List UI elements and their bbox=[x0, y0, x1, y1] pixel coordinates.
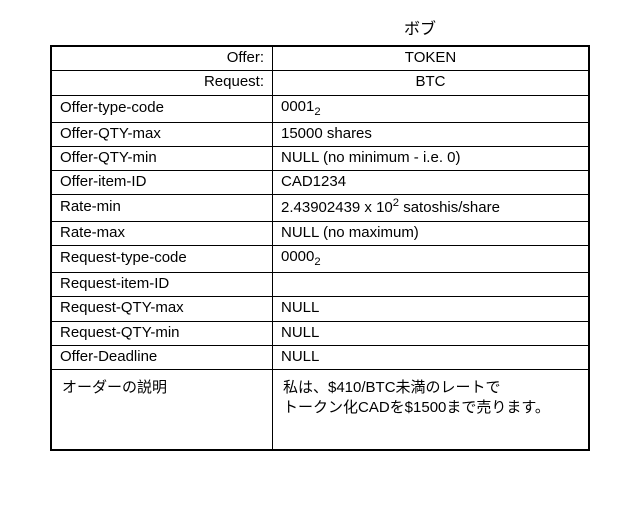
row-value: NULL bbox=[273, 297, 590, 321]
row-value bbox=[273, 273, 590, 297]
row-value: 00012 bbox=[273, 95, 590, 122]
row-label: Rate-min bbox=[51, 195, 273, 221]
row-value: NULL (no maximum) bbox=[273, 221, 590, 245]
row-label: Request-QTY-max bbox=[51, 297, 273, 321]
table-row: Request-QTY-minNULL bbox=[51, 321, 589, 345]
row-label: Offer-item-ID bbox=[51, 171, 273, 195]
table-row: Offer-type-code00012 bbox=[51, 95, 589, 122]
table-row: Rate-min2.43902439 x 102 satoshis/share bbox=[51, 195, 589, 221]
row-value: 2.43902439 x 102 satoshis/share bbox=[273, 195, 590, 221]
table-row: Offer-item-IDCAD1234 bbox=[51, 171, 589, 195]
table-row: Request:BTC bbox=[51, 71, 589, 95]
table-row: Offer-DeadlineNULL bbox=[51, 345, 589, 369]
page-title: ボブ bbox=[240, 15, 600, 39]
order-table-body: Offer:TOKENRequest:BTCOffer-type-code000… bbox=[51, 46, 589, 450]
table-row: Offer:TOKEN bbox=[51, 46, 589, 71]
row-label: Offer-type-code bbox=[51, 95, 273, 122]
table-row: Request-type-code00002 bbox=[51, 245, 589, 272]
row-label: Offer-QTY-max bbox=[51, 122, 273, 146]
table-row: Request-item-ID bbox=[51, 273, 589, 297]
row-value: NULL bbox=[273, 321, 590, 345]
row-label: Request-type-code bbox=[51, 245, 273, 272]
row-value: TOKEN bbox=[273, 46, 590, 71]
table-row: Request-QTY-maxNULL bbox=[51, 297, 589, 321]
row-value: 00002 bbox=[273, 245, 590, 272]
description-label: オーダーの説明 bbox=[51, 370, 273, 450]
row-value: NULL (no minimum - i.e. 0) bbox=[273, 146, 590, 170]
row-label: Offer: bbox=[51, 46, 273, 71]
row-value: 15000 shares bbox=[273, 122, 590, 146]
row-value: BTC bbox=[273, 71, 590, 95]
row-label: Rate-max bbox=[51, 221, 273, 245]
table-row: Offer-QTY-minNULL (no minimum - i.e. 0) bbox=[51, 146, 589, 170]
row-value: NULL bbox=[273, 345, 590, 369]
description-value: 私は、$410/BTC未満のレートでトークン化CADを$1500まで売ります。 bbox=[273, 370, 590, 450]
table-row: Offer-QTY-max15000 shares bbox=[51, 122, 589, 146]
row-label: Offer-Deadline bbox=[51, 345, 273, 369]
row-label: Request-item-ID bbox=[51, 273, 273, 297]
row-value: CAD1234 bbox=[273, 171, 590, 195]
description-row: オーダーの説明私は、$410/BTC未満のレートでトークン化CADを$1500ま… bbox=[51, 370, 589, 450]
row-label: Offer-QTY-min bbox=[51, 146, 273, 170]
row-label: Request-QTY-min bbox=[51, 321, 273, 345]
row-label: Request: bbox=[51, 71, 273, 95]
order-table: Offer:TOKENRequest:BTCOffer-type-code000… bbox=[50, 45, 590, 451]
table-row: Rate-maxNULL (no maximum) bbox=[51, 221, 589, 245]
